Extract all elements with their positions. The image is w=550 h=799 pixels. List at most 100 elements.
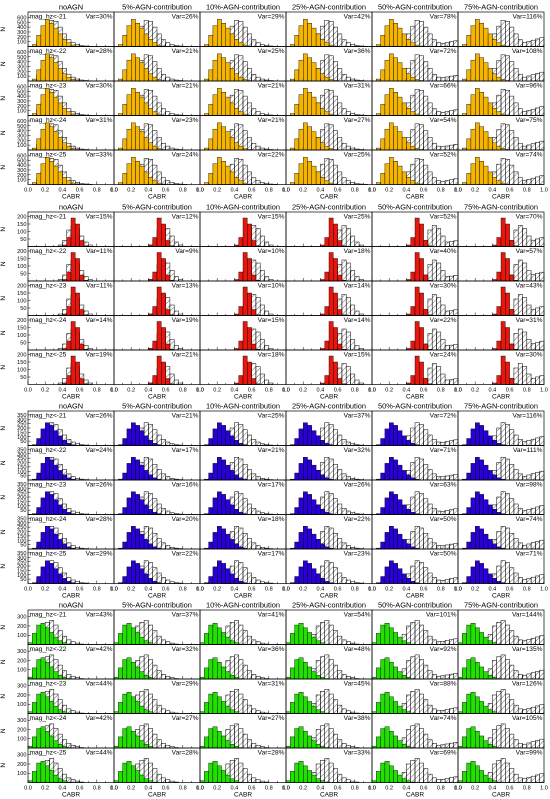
y-tick-label: 300: [17, 684, 26, 690]
filled-bar: [148, 578, 153, 584]
filled-bar: [221, 57, 227, 82]
filled-bar: [380, 659, 386, 680]
outline-bar: [535, 376, 540, 385]
filled-bar: [62, 578, 67, 584]
outline-bar: [165, 579, 171, 584]
filled-bar: [393, 459, 399, 481]
filled-bar: [328, 355, 334, 385]
outline-bar: [341, 542, 347, 550]
filled-bar: [156, 252, 162, 282]
filled-bar: [475, 88, 480, 116]
filled-bar: [401, 744, 407, 749]
outline-bar: [345, 366, 351, 385]
y-tick-label: 600: [17, 15, 26, 21]
filled-bar: [487, 137, 493, 151]
filled-bar: [212, 463, 218, 481]
outline-bar: [264, 241, 270, 247]
filled-bar: [303, 560, 308, 584]
y-tick-label: 300: [17, 615, 26, 621]
filled-bar: [75, 258, 80, 282]
outline-bar: [333, 533, 338, 550]
outline-bar: [156, 739, 162, 749]
filled-bar: [479, 666, 485, 680]
outline-bar: [423, 768, 429, 783]
filled-bar: [294, 104, 300, 116]
outline-bar: [341, 142, 347, 151]
filled-bar: [229, 137, 235, 151]
y-tick-label: 100: [17, 435, 26, 441]
outline-bar: [449, 474, 454, 481]
filled-bar: [406, 73, 411, 82]
filled-bar: [311, 705, 317, 714]
var-label: Var=31%: [516, 317, 543, 324]
outline-bar: [427, 68, 433, 82]
filled-bar: [380, 472, 386, 481]
outline-bar: [526, 639, 532, 645]
y-tick-label: 500: [17, 89, 26, 95]
y-tick-label: 200: [17, 138, 26, 144]
outline-bar: [535, 575, 540, 584]
y-tick-label: 200: [17, 215, 26, 221]
outline-bar: [535, 307, 540, 316]
filled-bar: [221, 666, 227, 680]
histogram-panel: Var=74%: [457, 514, 545, 550]
outline-bar: [436, 228, 442, 247]
filled-bar: [483, 131, 489, 151]
filled-bar: [135, 735, 141, 749]
filled-bar: [126, 566, 132, 584]
outline-bar: [414, 758, 420, 783]
outline-bar: [165, 510, 171, 515]
filled-bar: [45, 560, 50, 584]
filled-bar: [36, 104, 42, 116]
outline-bar: [247, 137, 252, 151]
x-tick-label: 0.8: [93, 388, 101, 394]
outline-bar: [427, 739, 433, 749]
outline-bar: [530, 274, 536, 282]
filled-bar: [466, 438, 472, 446]
filled-bar: [70, 286, 76, 316]
var-label: Var=25%: [344, 152, 371, 159]
row-label: mag_hz<-22: [30, 248, 67, 255]
filled-bar: [229, 744, 235, 749]
filled-bar: [221, 494, 227, 515]
filled-bar: [45, 491, 50, 515]
filled-bar: [118, 667, 123, 680]
filled-bar: [315, 171, 321, 185]
outline-bar: [419, 762, 424, 783]
outline-bar: [328, 21, 334, 47]
filled-bar: [328, 321, 334, 351]
filled-bar: [36, 173, 42, 185]
column-title: 50%-AGN-contribution: [378, 203, 452, 212]
x-tick-label: 0.2: [299, 587, 307, 593]
filled-bar: [53, 568, 59, 584]
outline-bar: [449, 578, 454, 584]
var-label: Var=21%: [172, 83, 199, 90]
outline-bar: [345, 111, 351, 116]
outline-bar: [173, 310, 179, 316]
histogram-panel: Var=72%: [371, 46, 459, 82]
filled-bar: [208, 472, 214, 481]
filled-bar: [470, 760, 476, 783]
filled-bar: [307, 57, 313, 82]
outline-bar: [255, 331, 261, 351]
outline-bar: [513, 171, 519, 185]
filled-bar: [238, 145, 244, 151]
x-tick-label: 1.0: [454, 786, 462, 792]
filled-bar: [122, 728, 128, 749]
outline-bar: [337, 469, 343, 481]
filled-bar: [75, 292, 80, 316]
outline-bar: [242, 498, 248, 515]
y-tick-label: 300: [17, 521, 26, 527]
filled-bar: [401, 470, 407, 481]
outline-bar: [173, 345, 179, 351]
outline-bar: [539, 140, 545, 151]
filled-bar: [221, 770, 227, 783]
x-tick-label: 0.0: [110, 587, 118, 593]
filled-bar: [130, 88, 136, 116]
filled-bar: [135, 161, 141, 185]
column-title: 5%-AGN-contribution: [122, 203, 192, 212]
outline-bar: [505, 159, 510, 185]
var-label: Var=72%: [430, 413, 457, 420]
outline-bar: [148, 693, 153, 714]
